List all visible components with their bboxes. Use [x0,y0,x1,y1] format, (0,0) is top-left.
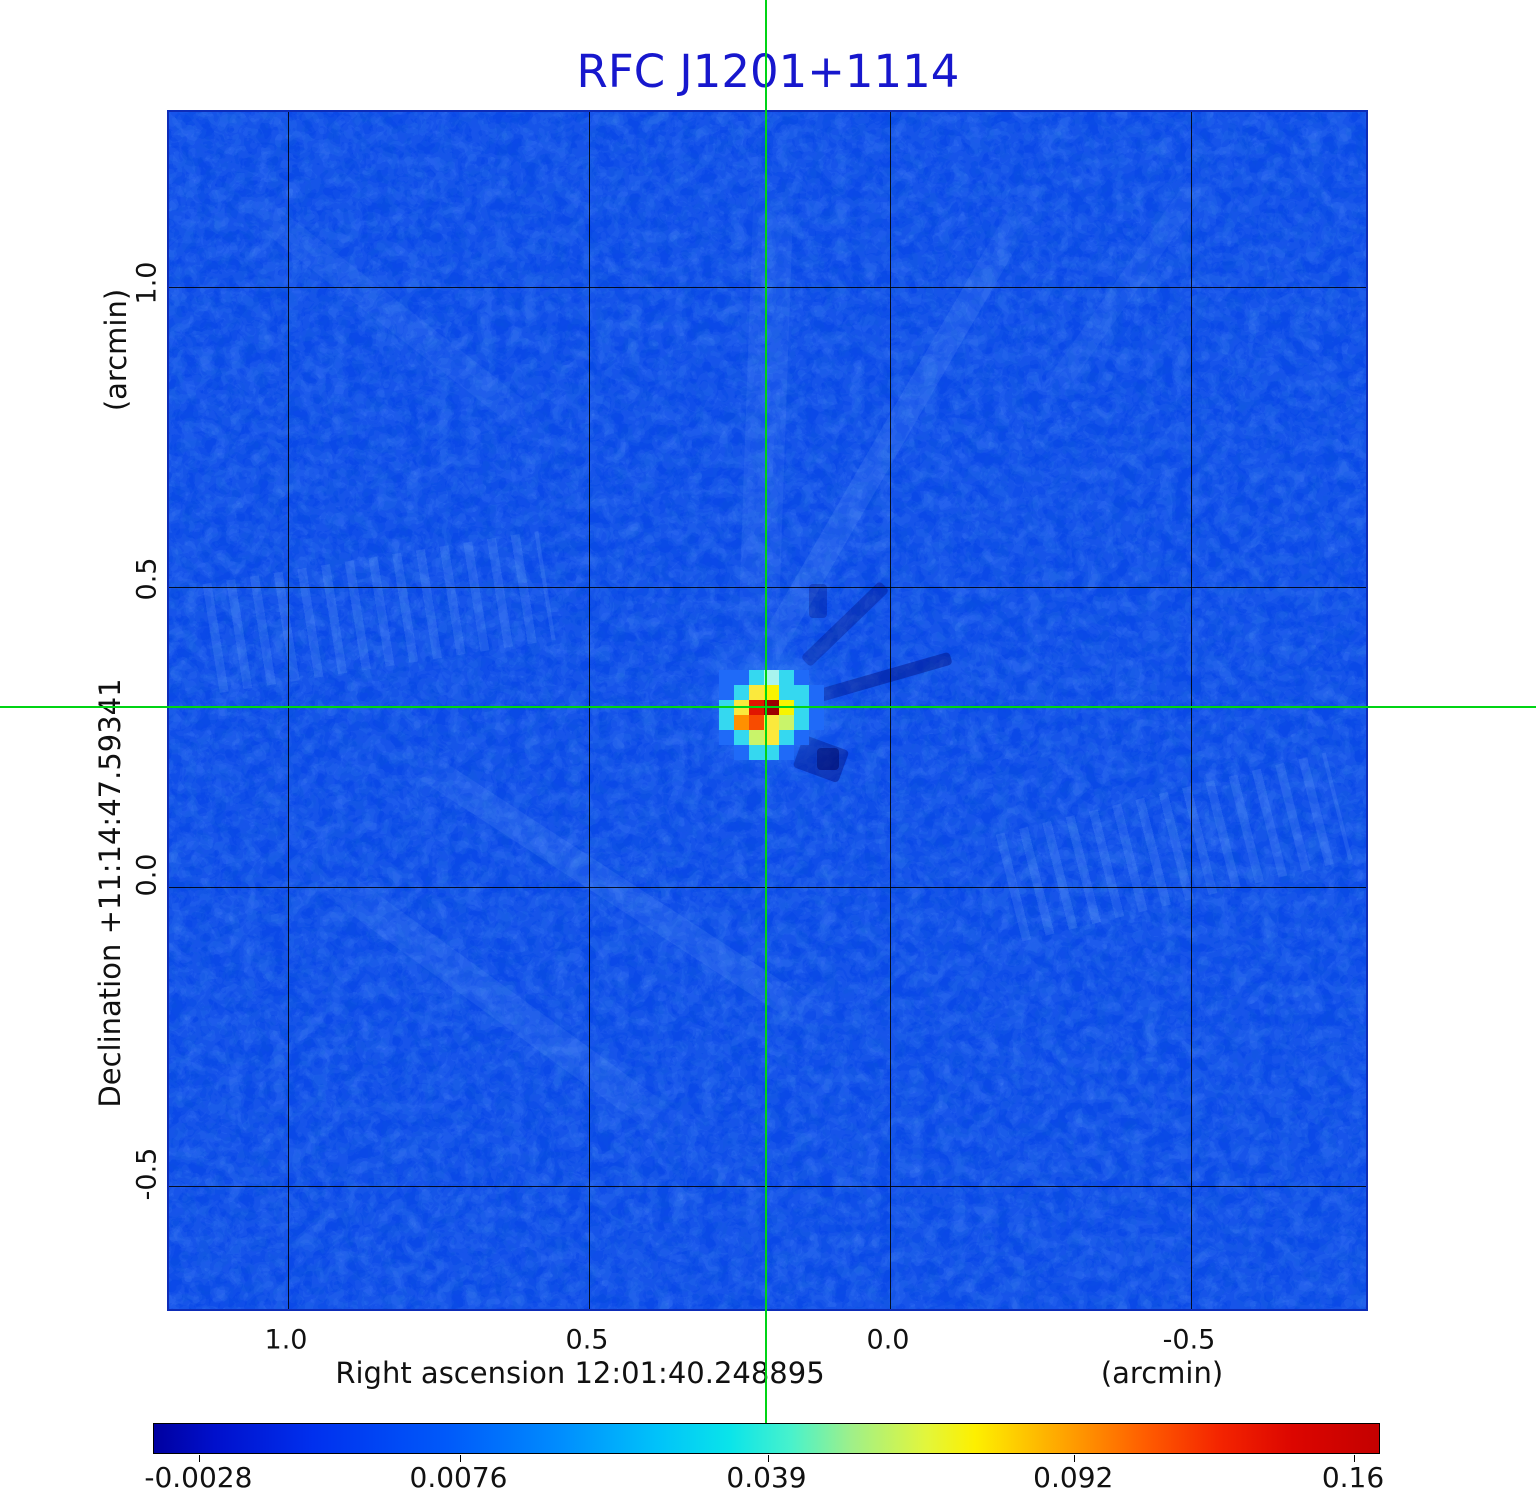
gridline-ra--0.5 [1191,112,1192,1309]
x-axis-unit: (arcmin) [1100,1356,1224,1390]
source-pixel [779,715,794,730]
source-pixel [719,670,734,685]
source-pixel [764,685,779,700]
colorbar-label: 0.0076 [409,1461,508,1494]
source-pixel [809,715,824,730]
source-pixel [734,685,749,700]
source-pixel [794,715,809,730]
colorbar-label: 0.039 [726,1461,807,1494]
colorbar-gradient [154,1424,1379,1453]
gridline-ra-0.0 [890,112,891,1309]
source-pixel [764,745,779,760]
y-axis-unit: (arcmin) [99,288,133,412]
source-pixel [734,715,749,730]
gridline-dec--0.5 [169,1186,1366,1187]
negative-sidelobe [809,584,827,618]
colorbar-tick [459,1455,461,1462]
colorbar-label: 0.16 [1321,1461,1385,1494]
colorbar-label: 0.092 [1033,1461,1114,1494]
source-pixel [764,730,779,745]
x-axis-label: Right ascension 12:01:40.248895 [335,1356,825,1390]
source-pixel [779,685,794,700]
colorbar [153,1423,1380,1462]
colorbar-label: -0.0028 [144,1461,253,1494]
source-pixel [764,670,779,685]
gridline-dec-0.0 [169,887,1366,888]
colorbar-tick [199,1455,201,1462]
radio-source [719,670,824,760]
source-pixel [719,685,734,700]
x-tick-1.0: 1.0 [264,1324,308,1356]
gridline-dec-1.0 [169,287,1366,288]
source-pixel [719,715,734,730]
plot-title: RFC J1201+1114 [576,45,960,98]
source-pixel [734,745,749,760]
y-axis-label: Declination +11:14:47.59341 [93,678,127,1108]
x-tick--0.5: -0.5 [1162,1324,1216,1356]
gridline-dec-0.5 [169,587,1366,588]
y-tick-1.0: 1.0 [131,261,163,305]
crosshair-horizontal [0,706,1536,708]
sky-map [167,110,1368,1311]
source-pixel [779,670,794,685]
source-pixel [794,670,809,685]
source-pixel [734,670,749,685]
gridline-ra-0.5 [589,112,590,1309]
x-tick-0.5: 0.5 [565,1324,609,1356]
source-pixel [794,685,809,700]
crosshair-vertical [765,0,767,1423]
y-tick-0.5: 0.5 [131,557,163,601]
source-pixel [749,670,764,685]
y-tick-0.0: 0.0 [131,853,163,897]
gridline-ra-1.0 [288,112,289,1309]
colorbar-tick [1074,1455,1076,1462]
source-pixel [749,715,764,730]
source-pixel [779,730,794,745]
colorbar-tick [767,1455,769,1462]
source-pixel [734,730,749,745]
y-tick--0.5: -0.5 [131,1147,163,1201]
source-pixel [749,685,764,700]
x-tick-0.0: 0.0 [866,1324,910,1356]
source-pixel [794,730,809,745]
source-pixel [749,730,764,745]
source-pixel [809,685,824,700]
colorbar-tick [1354,1455,1355,1462]
source-pixel [779,745,794,760]
source-pixel [749,745,764,760]
source-pixel [764,715,779,730]
source-pixel [719,730,734,745]
